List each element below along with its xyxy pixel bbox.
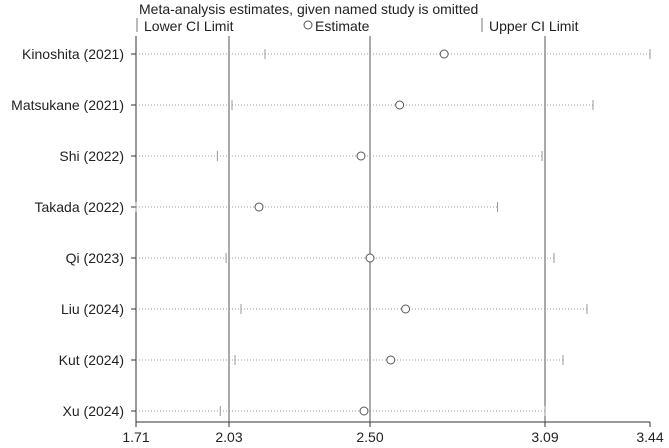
estimate-marker — [254, 202, 264, 212]
legend: Lower CI Limit Estimate Upper CI Limit — [136, 18, 579, 34]
study-label: Qi (2023) — [66, 250, 124, 266]
estimate-marker — [395, 100, 405, 110]
study-label: Liu (2024) — [61, 301, 124, 317]
study-label: Xu (2024) — [63, 403, 124, 419]
legend-estimate-label: Estimate — [315, 18, 370, 34]
x-tick-label: 2.03 — [215, 429, 242, 445]
study-label: Matsukane (2021) — [11, 97, 124, 113]
x-tick-label: 3.09 — [531, 429, 558, 445]
study-label: Takada (2022) — [34, 199, 124, 215]
estimate-marker — [439, 49, 449, 59]
study-label: Kinoshita (2021) — [22, 46, 124, 62]
legend-lower-label: Lower CI Limit — [144, 18, 234, 34]
study-label: Shi (2022) — [59, 148, 124, 164]
legend-upper-label: Upper CI Limit — [489, 18, 579, 34]
study-label: Kut (2024) — [59, 352, 124, 368]
estimate-marker — [356, 151, 366, 161]
estimate-marker — [359, 406, 369, 416]
x-tick-label: 2.50 — [356, 429, 383, 445]
x-tick-label: 3.44 — [636, 429, 663, 445]
estimate-marker — [401, 304, 411, 314]
plot-area: 1.71 2.03 2.50 3.09 3.44 Kinoshita (2021) Mats… — [11, 36, 664, 445]
legend-estimate-marker — [303, 20, 313, 30]
estimate-marker — [365, 253, 375, 263]
estimate-marker — [386, 355, 396, 365]
chart-title: Meta-analysis estimates, given named stu… — [139, 1, 478, 17]
x-tick-label: 1.71 — [122, 429, 149, 445]
